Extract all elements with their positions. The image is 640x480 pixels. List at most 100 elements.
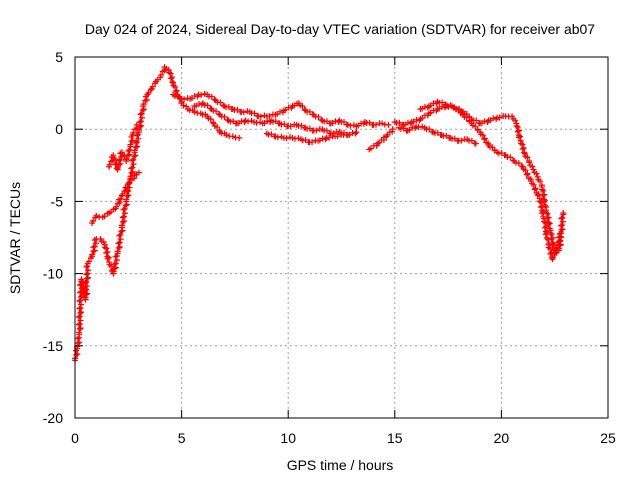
data-point (374, 140, 381, 147)
data-point (137, 118, 144, 125)
data-point (76, 313, 83, 320)
data-point (140, 101, 147, 108)
data-point (113, 203, 120, 210)
data-point (84, 290, 91, 297)
data-point (111, 261, 118, 268)
data-point (319, 135, 326, 142)
data-point (78, 293, 85, 300)
data-point (84, 270, 91, 277)
data-point (542, 219, 549, 226)
data-point (204, 102, 211, 109)
data-point (100, 239, 107, 246)
data-point (198, 91, 205, 98)
data-point (114, 248, 121, 255)
data-point (116, 199, 123, 206)
data-point (496, 114, 503, 121)
data-point (82, 279, 89, 286)
data-point (181, 96, 188, 103)
data-point (106, 161, 113, 168)
data-point (535, 191, 542, 198)
data-point (539, 210, 546, 217)
data-point (421, 103, 428, 110)
data-point (116, 239, 123, 246)
data-point (479, 132, 486, 139)
data-point (167, 75, 174, 82)
data-point (77, 304, 84, 311)
data-point (529, 163, 536, 170)
data-point (90, 244, 97, 251)
data-point (77, 325, 84, 332)
data-point (458, 137, 465, 144)
data-point (537, 178, 544, 185)
data-point (283, 135, 290, 142)
data-point (299, 103, 306, 110)
data-point (223, 131, 230, 138)
data-point (138, 110, 145, 117)
data-point (76, 329, 83, 336)
data-point (548, 254, 555, 261)
data-point (137, 111, 144, 118)
y-tick-label: -15 (43, 338, 63, 354)
data-point (330, 130, 337, 137)
data-point (112, 253, 119, 260)
data-point (104, 255, 111, 262)
data-point (127, 173, 134, 180)
data-point (116, 232, 123, 239)
data-point (82, 287, 89, 294)
data-point (472, 123, 479, 130)
data-point (481, 118, 488, 125)
data-point (481, 136, 488, 143)
data-point (83, 271, 90, 278)
data-point (518, 163, 525, 169)
data-point (558, 222, 565, 229)
data-point (135, 169, 142, 176)
data-point (191, 108, 198, 115)
data-point (76, 320, 83, 327)
data-point (83, 263, 90, 270)
data-point (120, 206, 127, 213)
data-point (538, 186, 545, 193)
y-tick-label: -20 (43, 410, 63, 426)
data-point (537, 204, 544, 211)
data-point (530, 166, 537, 173)
data-point (531, 186, 538, 193)
data-point (240, 109, 247, 116)
data-point (372, 121, 379, 128)
data-point (78, 301, 85, 308)
data-point (207, 116, 214, 123)
x-tick-label: 20 (494, 430, 510, 446)
data-point (541, 218, 548, 225)
data-point (143, 96, 150, 103)
data-point (526, 159, 533, 166)
data-point (132, 139, 139, 146)
data-point (110, 268, 117, 275)
data-point (490, 115, 497, 122)
data-point (149, 83, 156, 90)
y-axis-label: SDTVAR / TECUs (7, 182, 23, 294)
data-point (133, 121, 140, 128)
data-point (536, 198, 543, 205)
data-point (129, 137, 136, 144)
data-point (85, 267, 92, 274)
x-tick-label: 10 (280, 430, 296, 446)
data-point (560, 209, 567, 216)
data-point (542, 231, 549, 238)
x-tick-label: 25 (600, 430, 616, 446)
data-point (558, 215, 565, 222)
data-point (539, 192, 546, 199)
data-point (118, 222, 125, 229)
data-point (516, 134, 523, 141)
data-point (519, 146, 526, 153)
data-point (83, 286, 90, 293)
data-point (123, 196, 130, 203)
data-point (76, 305, 83, 312)
data-point (334, 133, 341, 140)
data-point (326, 134, 333, 141)
data-point (117, 231, 124, 238)
data-points (72, 64, 567, 364)
data-point (116, 157, 123, 164)
x-axis-label: GPS time / hours (287, 457, 394, 473)
chart-title: Day 024 of 2024, Sidereal Day-to-day VTE… (85, 21, 595, 37)
